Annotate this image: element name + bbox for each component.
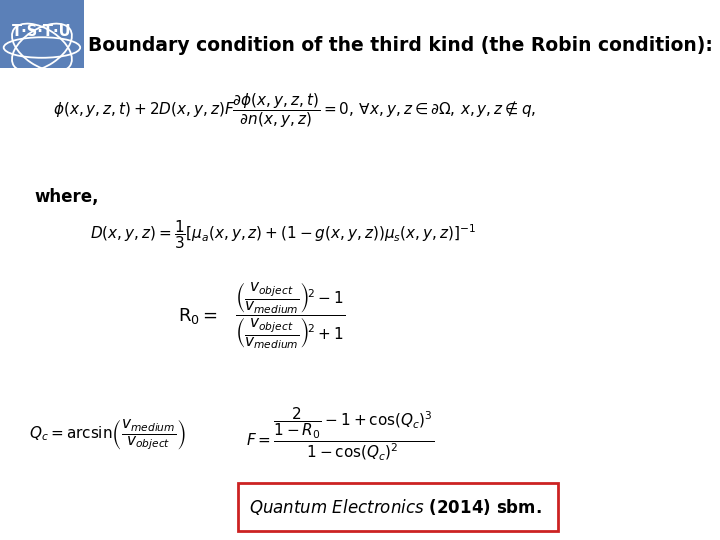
Text: Boundary condition of the third kind (the Robin condition):: Boundary condition of the third kind (th… [88,36,713,56]
Text: where,: where, [34,188,99,206]
Text: $D(x,y,z)=\dfrac{1}{3}\left[\mu_a(x,y,z)+\left(1-g(x,y,z)\right)\mu_s(x,y,z)\rig: $D(x,y,z)=\dfrac{1}{3}\left[\mu_a(x,y,z)… [90,219,477,251]
FancyBboxPatch shape [0,0,84,68]
Text: $Q_c=\arcsin\!\left(\dfrac{v_{medium}}{v_{object}}\right)$: $Q_c=\arcsin\!\left(\dfrac{v_{medium}}{v… [29,417,186,452]
Text: $\phi(x,y,z,t)+2D(x,y,z)F\dfrac{\partial\phi(x,y,z,t)}{\partial n(x,y,z)}=0,\,\f: $\phi(x,y,z,t)+2D(x,y,z)F\dfrac{\partial… [53,91,536,130]
Text: $\mathrm{R}_0=$: $\mathrm{R}_0=$ [179,306,218,326]
FancyBboxPatch shape [238,483,558,531]
Text: $F=\dfrac{\dfrac{2}{1-R_0}-1+\cos(Q_c)^{3}}{1-\cos(Q_c)^{2}}$: $F=\dfrac{\dfrac{2}{1-R_0}-1+\cos(Q_c)^{… [246,406,434,463]
Text: $\mathit{Quantum\ Electronics}$ (2014) sbm.: $\mathit{Quantum\ Electronics}$ (2014) s… [249,497,542,517]
Text: $\dfrac{\left(\dfrac{v_{object}}{v_{medium}}\right)^{\!2}-1}{\left(\dfrac{v_{obj: $\dfrac{\left(\dfrac{v_{object}}{v_{medi… [235,280,346,352]
Text: T·S·T·U: T·S·T·U [12,24,72,39]
